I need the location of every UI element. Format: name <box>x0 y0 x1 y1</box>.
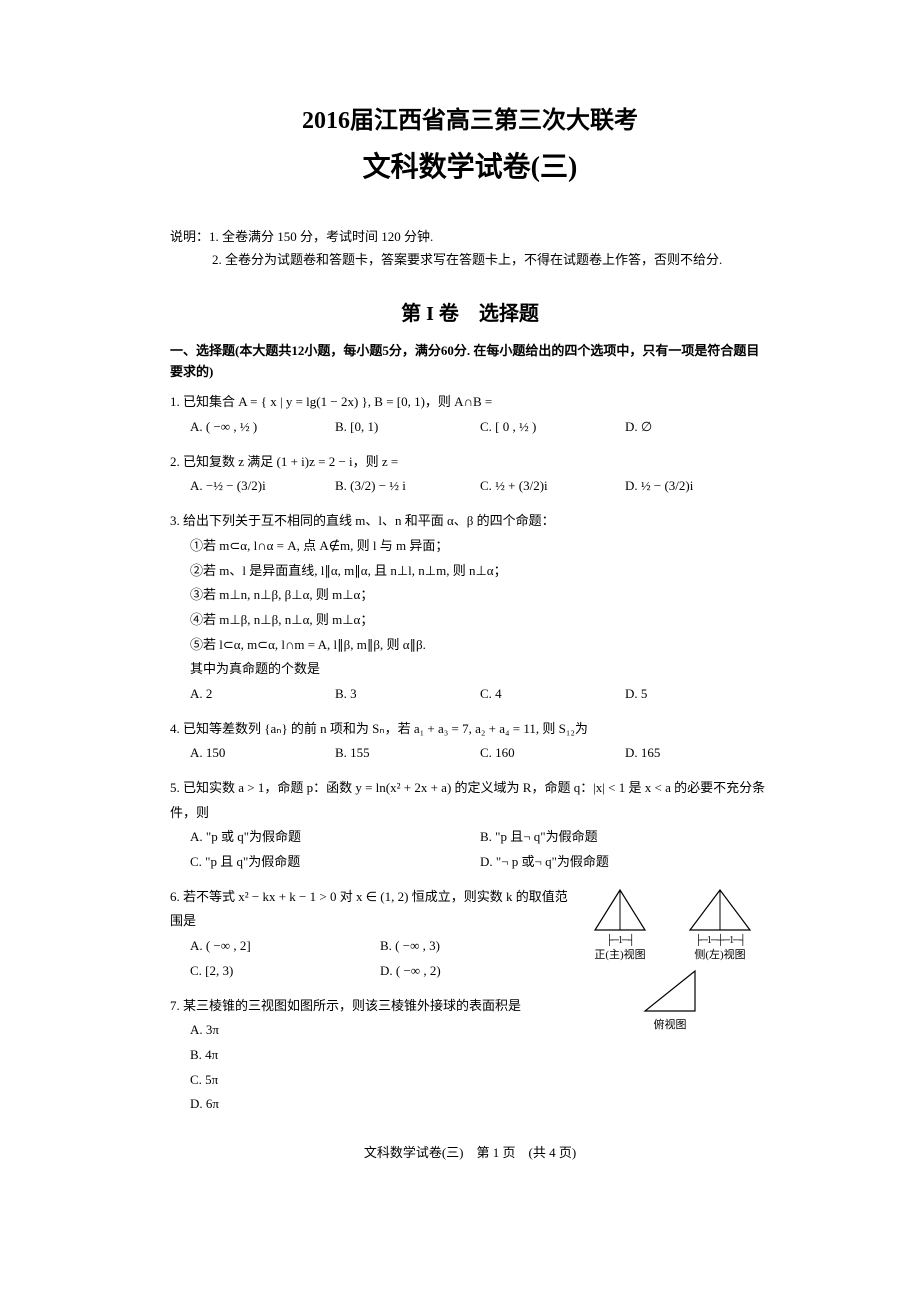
q7-figure: ├─1─┤ 正(主)视图 ├─1─┼─1─┤ 侧(左)视图 俯视图 <box>570 885 770 1032</box>
q6-stem: 6. 若不等式 x² − kx + k − 1 > 0 对 x ∈ (1, 2)… <box>170 885 570 934</box>
q4-option-b: B. 155 <box>335 741 480 766</box>
q4-stem: 4. 已知等差数列 {aₙ} 的前 n 项和为 Sₙ，若 a₁ + a₃ = 7… <box>170 717 770 742</box>
q2-option-d: D. ½ − (3/2)i <box>625 474 770 499</box>
q3-prop-5: ⑤若 l⊂α, m⊂α, l∩m = A, l∥β, m∥β, 则 α∥β. <box>170 633 770 658</box>
q1-stem: 1. 已知集合 A = { x | y = lg(1 − 2x) }, B = … <box>170 390 770 415</box>
q1-option-a: A. ( −∞ , ½ ) <box>190 415 335 440</box>
top-view-box: 俯视图 <box>625 966 715 1032</box>
front-view-label: 正(主)视图 <box>575 946 665 962</box>
q3-stem: 3. 给出下列关于互不相同的直线 m、l、n 和平面 α、β 的四个命题： <box>170 509 770 534</box>
q6-option-a: A. ( −∞ , 2] <box>190 934 380 959</box>
q1-option-d: D. ∅ <box>625 415 770 440</box>
question-6: 6. 若不等式 x² − kx + k − 1 > 0 对 x ∈ (1, 2)… <box>170 885 570 984</box>
front-view-box: ├─1─┤ 正(主)视图 <box>575 885 665 962</box>
q4-option-c: C. 160 <box>480 741 625 766</box>
q3-option-a: A. 2 <box>190 682 335 707</box>
side-view-icon <box>685 885 755 935</box>
side-view-box: ├─1─┼─1─┤ 侧(左)视图 <box>675 885 765 962</box>
q6-options: A. ( −∞ , 2] B. ( −∞ , 3) C. [2, 3) D. (… <box>170 934 570 983</box>
q3-prop-3: ③若 m⊥n, n⊥β, β⊥α, 则 m⊥α； <box>170 583 770 608</box>
q6-option-b: B. ( −∞ , 3) <box>380 934 570 959</box>
q3-prop-1: ①若 m⊂α, l∩α = A, 点 A∉m, 则 l 与 m 异面； <box>170 534 770 559</box>
q3-option-d: D. 5 <box>625 682 770 707</box>
side-view-dim: ├─1─┼─1─┤ <box>675 935 765 946</box>
q2-option-b: B. (3/2) − ½ i <box>335 474 480 499</box>
q3-prop-2: ②若 m、l 是异面直线, l∥α, m∥α, 且 n⊥l, n⊥m, 则 n⊥… <box>170 559 770 584</box>
question-1: 1. 已知集合 A = { x | y = lg(1 − 2x) }, B = … <box>170 390 770 439</box>
q5-option-b: B. "p 且¬ q"为假命题 <box>480 825 770 850</box>
front-view-dim: ├─1─┤ <box>575 935 665 946</box>
q4-option-a: A. 150 <box>190 741 335 766</box>
q5-options: A. "p 或 q"为假命题 B. "p 且¬ q"为假命题 C. "p 且 q… <box>170 825 770 874</box>
q1-option-b: B. [0, 1) <box>335 415 480 440</box>
instructions-block: 说明：1. 全卷满分 150 分，考试时间 120 分钟. 2. 全卷分为试题卷… <box>170 225 770 272</box>
instruction-line-1: 说明：1. 全卷满分 150 分，考试时间 120 分钟. <box>170 225 770 248</box>
q3-options: A. 2 B. 3 C. 4 D. 5 <box>170 682 770 707</box>
q2-stem: 2. 已知复数 z 满足 (1 + i)z = 2 − i，则 z = <box>170 450 770 475</box>
question-5: 5. 已知实数 a > 1，命题 p：函数 y = ln(x² + 2x + a… <box>170 776 770 875</box>
page-title-main: 2016届江西省高三第三次大联考 <box>170 100 770 135</box>
q1-option-c: C. [ 0 , ½ ) <box>480 415 625 440</box>
question-3: 3. 给出下列关于互不相同的直线 m、l、n 和平面 α、β 的四个命题： ①若… <box>170 509 770 707</box>
q7-option-d: D. 6π <box>170 1092 570 1117</box>
side-view-label: 侧(左)视图 <box>675 946 765 962</box>
q5-option-c: C. "p 且 q"为假命题 <box>190 850 480 875</box>
q6-q7-wrap: 6. 若不等式 x² − kx + k − 1 > 0 对 x ∈ (1, 2)… <box>170 885 770 1127</box>
q2-option-c: C. ½ + (3/2)i <box>480 474 625 499</box>
q4-options: A. 150 B. 155 C. 160 D. 165 <box>170 741 770 766</box>
q3-prop-4: ④若 m⊥β, n⊥β, n⊥α, 则 m⊥α； <box>170 608 770 633</box>
q5-option-d: D. "¬ p 或¬ q"为假命题 <box>480 850 770 875</box>
q3-tail: 其中为真命题的个数是 <box>170 657 770 682</box>
top-view-icon <box>640 966 700 1016</box>
q7-stem: 7. 某三棱锥的三视图如图所示，则该三棱锥外接球的表面积是 <box>170 994 570 1019</box>
q3-option-c: C. 4 <box>480 682 625 707</box>
q5-option-a: A. "p 或 q"为假命题 <box>190 825 480 850</box>
question-4: 4. 已知等差数列 {aₙ} 的前 n 项和为 Sₙ，若 a₁ + a₃ = 7… <box>170 717 770 766</box>
page-title-sub: 文科数学试卷(三) <box>170 145 770 185</box>
section-header: 第 I 卷 选择题 <box>170 297 770 326</box>
section-instruction: 一、选择题(本大题共12小题，每小题5分，满分60分. 在每小题给出的四个选项中… <box>170 341 770 383</box>
front-view-icon <box>590 885 650 935</box>
question-2: 2. 已知复数 z 满足 (1 + i)z = 2 − i，则 z = A. −… <box>170 450 770 499</box>
q7-option-b: B. 4π <box>170 1043 570 1068</box>
instruction-line-2: 2. 全卷分为试题卷和答题卡，答案要求写在答题卡上，不得在试题卷上作答，否则不给… <box>170 248 770 271</box>
q6-option-d: D. ( −∞ , 2) <box>380 959 570 984</box>
q3-option-b: B. 3 <box>335 682 480 707</box>
q5-stem: 5. 已知实数 a > 1，命题 p：函数 y = ln(x² + 2x + a… <box>170 776 770 825</box>
q2-option-a: A. −½ − (3/2)i <box>190 474 335 499</box>
top-view-label: 俯视图 <box>625 1016 715 1032</box>
question-7: 7. 某三棱锥的三视图如图所示，则该三棱锥外接球的表面积是 A. 3π B. 4… <box>170 994 570 1117</box>
q4-option-d: D. 165 <box>625 741 770 766</box>
q6-option-c: C. [2, 3) <box>190 959 380 984</box>
q7-option-a: A. 3π <box>170 1018 570 1043</box>
page-footer: 文科数学试卷(三) 第 1 页 (共 4 页) <box>170 1142 770 1161</box>
q7-option-c: C. 5π <box>170 1068 570 1093</box>
q2-options: A. −½ − (3/2)i B. (3/2) − ½ i C. ½ + (3/… <box>170 474 770 499</box>
q1-options: A. ( −∞ , ½ ) B. [0, 1) C. [ 0 , ½ ) D. … <box>170 415 770 440</box>
